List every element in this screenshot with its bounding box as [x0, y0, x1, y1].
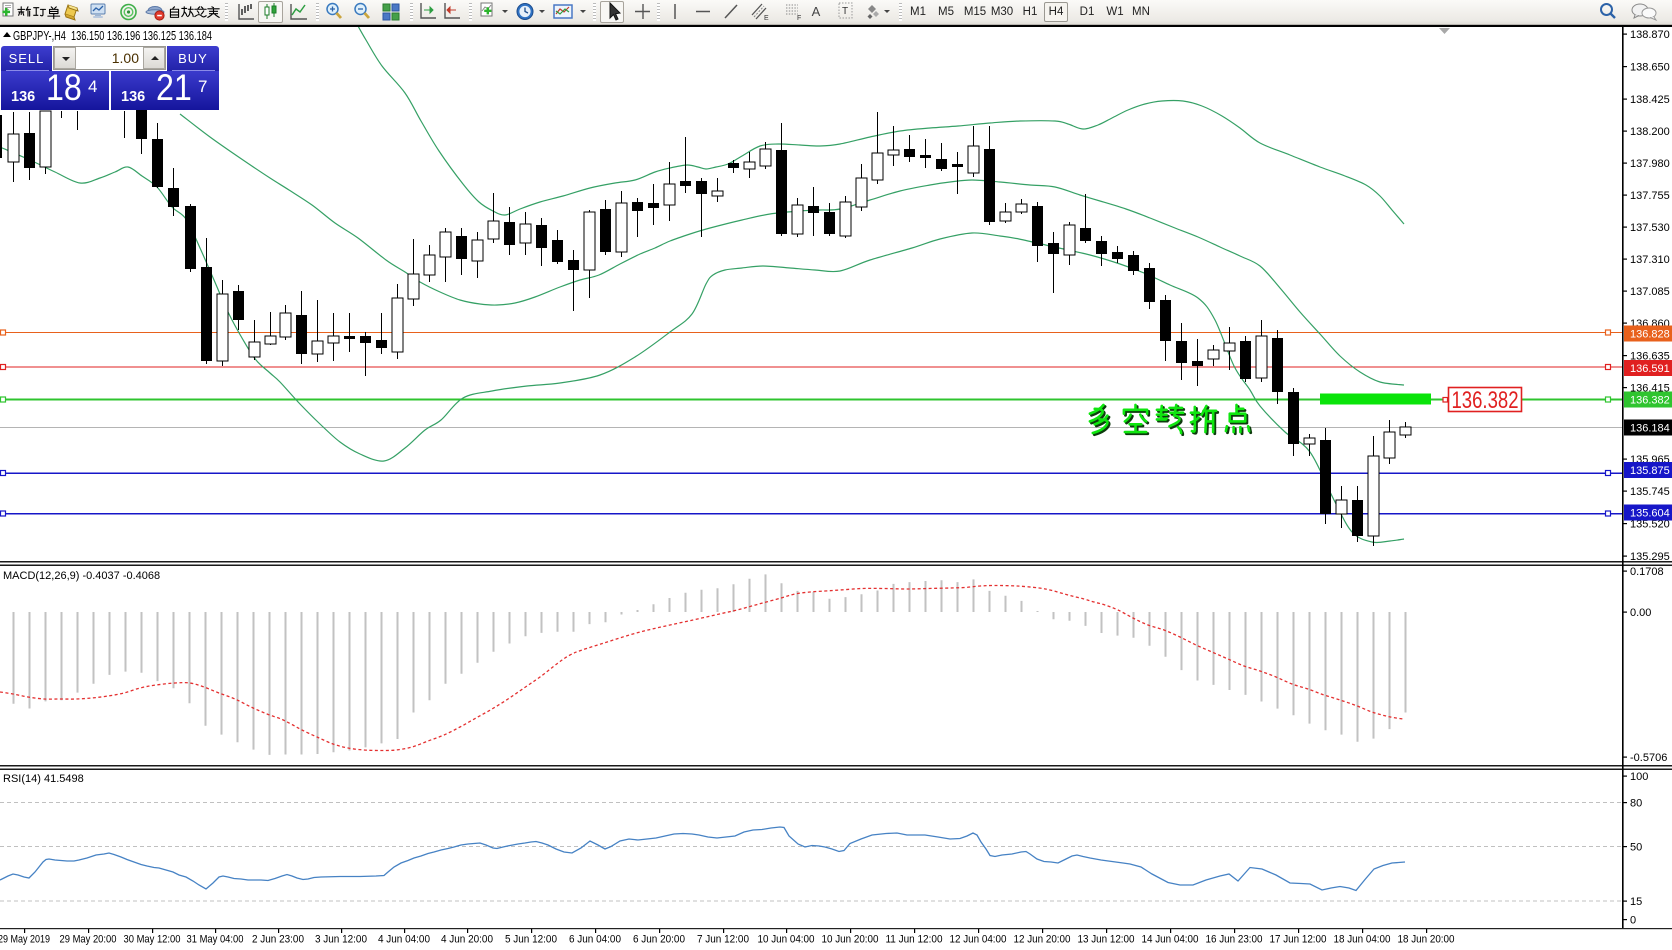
svg-text:5 Jun 12:00: 5 Jun 12:00	[505, 934, 557, 946]
svg-text:T: T	[842, 6, 848, 17]
svg-text:50: 50	[1630, 842, 1642, 854]
svg-text:15: 15	[1630, 896, 1642, 908]
svg-text:MACD(12,26,9) -0.4037 -0.4068: MACD(12,26,9) -0.4037 -0.4068	[3, 570, 160, 582]
svg-text:11 Jun 12:00: 11 Jun 12:00	[886, 934, 943, 946]
svg-text:29 May 2019: 29 May 2019	[0, 934, 50, 946]
svg-text:4 Jun 04:00: 4 Jun 04:00	[378, 934, 430, 946]
svg-text:136.828: 136.828	[1630, 329, 1670, 341]
svg-text:137.530: 137.530	[1630, 222, 1670, 234]
svg-text:0.00: 0.00	[1630, 607, 1651, 619]
svg-text:-0.5706: -0.5706	[1630, 752, 1667, 764]
svg-text:F: F	[797, 15, 801, 22]
svg-text:12 Jun 04:00: 12 Jun 04:00	[950, 934, 1007, 946]
svg-text:136.591: 136.591	[1630, 363, 1670, 375]
svg-text:10 Jun 04:00: 10 Jun 04:00	[758, 934, 815, 946]
svg-text:4 Jun 20:00: 4 Jun 20:00	[441, 934, 493, 946]
svg-text:136.184: 136.184	[1630, 423, 1670, 435]
svg-text:16 Jun 23:00: 16 Jun 23:00	[1206, 934, 1263, 946]
svg-text:138.200: 138.200	[1630, 126, 1670, 138]
svg-text:0: 0	[1630, 915, 1636, 927]
svg-text:10 Jun 20:00: 10 Jun 20:00	[822, 934, 879, 946]
svg-text:17 Jun 12:00: 17 Jun 12:00	[1270, 934, 1327, 946]
svg-text:138.425: 138.425	[1630, 94, 1670, 106]
svg-text:138.650: 138.650	[1630, 62, 1670, 74]
svg-text:137.980: 137.980	[1630, 158, 1670, 170]
svg-text:135.520: 135.520	[1630, 519, 1670, 531]
svg-text:137.085: 137.085	[1630, 286, 1670, 298]
svg-text:138.870: 138.870	[1630, 29, 1670, 41]
svg-text:135.745: 135.745	[1630, 486, 1670, 498]
svg-text:RSI(14) 41.5498: RSI(14) 41.5498	[3, 773, 84, 785]
svg-text:31 May 04:00: 31 May 04:00	[187, 934, 244, 946]
svg-text:136.382: 136.382	[1630, 395, 1670, 407]
svg-text:137.755: 137.755	[1630, 190, 1670, 202]
svg-text:7 Jun 12:00: 7 Jun 12:00	[697, 934, 749, 946]
svg-text:6 Jun 20:00: 6 Jun 20:00	[633, 934, 685, 946]
svg-text:0.1708: 0.1708	[1630, 566, 1664, 578]
svg-text:136.635: 136.635	[1630, 351, 1670, 363]
svg-text:6 Jun 04:00: 6 Jun 04:00	[569, 934, 621, 946]
svg-text:30 May 12:00: 30 May 12:00	[124, 934, 181, 946]
svg-text:3 Jun 12:00: 3 Jun 12:00	[315, 934, 367, 946]
svg-text:E: E	[764, 15, 769, 22]
svg-text:80: 80	[1630, 798, 1642, 810]
svg-text:135.604: 135.604	[1630, 508, 1670, 520]
svg-text:18 Jun 20:00: 18 Jun 20:00	[1398, 934, 1455, 946]
svg-text:135.295: 135.295	[1630, 551, 1670, 563]
svg-text:29 May 20:00: 29 May 20:00	[60, 934, 117, 946]
svg-text:GBPJPY-,H4 136.150 136.196 13: GBPJPY-,H4 136.150 136.196 136.125 136.1…	[13, 29, 212, 43]
svg-text:137.310: 137.310	[1630, 254, 1670, 266]
svg-text:2 Jun 23:00: 2 Jun 23:00	[252, 934, 304, 946]
svg-text:18 Jun 04:00: 18 Jun 04:00	[1334, 934, 1391, 946]
svg-text:14 Jun 04:00: 14 Jun 04:00	[1142, 934, 1199, 946]
svg-text:13 Jun 12:00: 13 Jun 12:00	[1078, 934, 1135, 946]
svg-text:135.875: 135.875	[1630, 465, 1670, 477]
svg-text:12 Jun 20:00: 12 Jun 20:00	[1014, 934, 1071, 946]
svg-text:100: 100	[1630, 771, 1648, 783]
svg-text:136.382: 136.382	[1452, 387, 1519, 414]
